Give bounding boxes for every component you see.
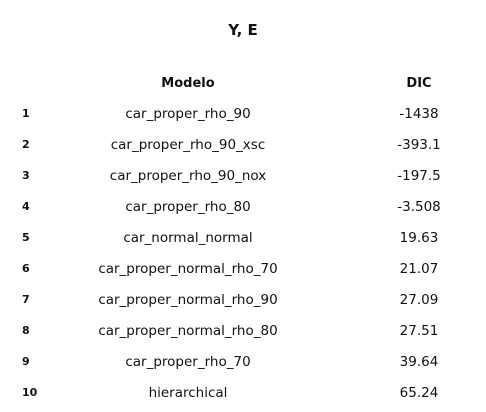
row-model: hierarchical	[148, 384, 228, 401]
row-index: 1	[22, 107, 30, 120]
row-dic: -1438	[399, 105, 439, 122]
row-dic: -197.5	[397, 167, 441, 184]
table-row: 8 car_proper_normal_rho_80 27.51	[0, 315, 486, 346]
table-header: Modelo DIC	[0, 68, 486, 98]
row-model: car_normal_normal	[123, 229, 253, 246]
results-table: Modelo DIC 1 car_proper_rho_90 -1438 2 c…	[0, 68, 486, 408]
row-model: car_proper_rho_90_nox	[109, 167, 267, 184]
row-index: 8	[22, 324, 30, 337]
header-model: Modelo	[161, 75, 215, 91]
row-dic: 19.63	[399, 229, 439, 246]
row-dic: 21.07	[399, 260, 439, 277]
header-dic: DIC	[406, 75, 432, 91]
row-index: 6	[22, 262, 30, 275]
row-model: car_proper_rho_70	[125, 353, 251, 370]
row-index: 3	[22, 169, 30, 182]
table-row: 3 car_proper_rho_90_nox -197.5	[0, 160, 486, 191]
table-row: 7 car_proper_normal_rho_90 27.09	[0, 284, 486, 315]
row-model: car_proper_normal_rho_70	[98, 260, 278, 277]
table-row: 6 car_proper_normal_rho_70 21.07	[0, 253, 486, 284]
row-index: 5	[22, 231, 30, 244]
row-dic: -3.508	[397, 198, 441, 215]
row-index: 4	[22, 200, 30, 213]
row-model: car_proper_rho_80	[125, 198, 251, 215]
row-model: car_proper_normal_rho_90	[98, 291, 278, 308]
row-index: 7	[22, 293, 30, 306]
table-row: 5 car_normal_normal 19.63	[0, 222, 486, 253]
row-dic: 65.24	[399, 384, 439, 401]
table-row: 1 car_proper_rho_90 -1438	[0, 98, 486, 129]
row-dic: -393.1	[397, 136, 441, 153]
row-model: car_proper_normal_rho_80	[98, 322, 278, 339]
row-dic: 39.64	[399, 353, 439, 370]
row-dic: 27.51	[399, 322, 439, 339]
table-row: 10 hierarchical 65.24	[0, 377, 486, 408]
table-row: 9 car_proper_rho_70 39.64	[0, 346, 486, 377]
table-row: 2 car_proper_rho_90_xsc -393.1	[0, 129, 486, 160]
table-row: 4 car_proper_rho_80 -3.508	[0, 191, 486, 222]
table-title: Y, E	[228, 21, 258, 39]
row-index: 10	[22, 386, 38, 399]
row-model: car_proper_rho_90_xsc	[110, 136, 266, 153]
row-dic: 27.09	[399, 291, 439, 308]
row-index: 9	[22, 355, 30, 368]
row-index: 2	[22, 138, 30, 151]
header-index	[22, 68, 58, 98]
row-model: car_proper_rho_90	[125, 105, 251, 122]
